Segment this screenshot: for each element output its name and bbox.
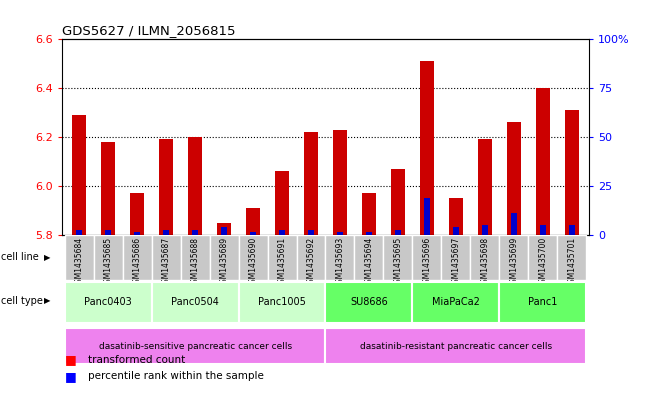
Text: transformed count: transformed count bbox=[88, 354, 185, 365]
Bar bbox=[391, 169, 405, 235]
Bar bbox=[478, 140, 492, 235]
Bar bbox=[192, 230, 198, 235]
Bar bbox=[296, 235, 326, 280]
Text: Panc0403: Panc0403 bbox=[85, 298, 132, 307]
Bar bbox=[511, 213, 517, 235]
Text: GSM1435684: GSM1435684 bbox=[75, 237, 84, 288]
Bar bbox=[101, 142, 115, 235]
Bar bbox=[420, 61, 434, 235]
Bar bbox=[536, 88, 550, 235]
Text: GSM1435697: GSM1435697 bbox=[451, 237, 460, 288]
Text: percentile rank within the sample: percentile rank within the sample bbox=[88, 371, 264, 382]
Bar bbox=[355, 235, 383, 280]
Text: GSM1435694: GSM1435694 bbox=[365, 237, 374, 288]
Text: GSM1435690: GSM1435690 bbox=[249, 237, 258, 288]
Bar bbox=[506, 122, 521, 235]
Text: GSM1435693: GSM1435693 bbox=[335, 237, 344, 288]
Bar bbox=[105, 230, 111, 235]
Bar bbox=[424, 198, 430, 235]
Bar bbox=[564, 110, 579, 235]
Bar bbox=[122, 235, 152, 280]
Bar bbox=[130, 193, 145, 235]
Bar bbox=[134, 232, 140, 235]
Bar bbox=[333, 130, 347, 235]
Text: GSM1435689: GSM1435689 bbox=[219, 237, 229, 288]
Text: Panc0504: Panc0504 bbox=[171, 298, 219, 307]
Bar bbox=[557, 235, 587, 280]
Bar bbox=[94, 235, 122, 280]
Text: GDS5627 / ILMN_2056815: GDS5627 / ILMN_2056815 bbox=[62, 24, 236, 37]
Text: ■: ■ bbox=[65, 370, 77, 383]
Bar bbox=[413, 282, 499, 323]
Text: SU8686: SU8686 bbox=[350, 298, 388, 307]
Bar bbox=[188, 137, 202, 235]
Text: GSM1435696: GSM1435696 bbox=[422, 237, 432, 288]
Bar bbox=[499, 235, 529, 280]
Bar bbox=[152, 282, 238, 323]
Bar bbox=[238, 282, 326, 323]
Text: GSM1435685: GSM1435685 bbox=[104, 237, 113, 288]
Text: GSM1435687: GSM1435687 bbox=[161, 237, 171, 288]
Text: GSM1435695: GSM1435695 bbox=[393, 237, 402, 288]
Bar bbox=[221, 228, 227, 235]
Text: GSM1435699: GSM1435699 bbox=[509, 237, 518, 288]
Bar bbox=[482, 225, 488, 235]
Text: GSM1435691: GSM1435691 bbox=[277, 237, 286, 288]
Bar bbox=[304, 132, 318, 235]
Text: GSM1435692: GSM1435692 bbox=[307, 237, 316, 288]
Text: MiaPaCa2: MiaPaCa2 bbox=[432, 298, 480, 307]
Bar bbox=[569, 225, 575, 235]
Text: cell type: cell type bbox=[1, 296, 43, 306]
Bar bbox=[163, 230, 169, 235]
Bar bbox=[64, 328, 326, 364]
Text: dasatinib-resistant pancreatic cancer cells: dasatinib-resistant pancreatic cancer ce… bbox=[360, 342, 552, 351]
Bar bbox=[246, 208, 260, 235]
Text: dasatinib-sensitive pancreatic cancer cells: dasatinib-sensitive pancreatic cancer ce… bbox=[98, 342, 292, 351]
Bar bbox=[540, 225, 546, 235]
Text: ■: ■ bbox=[65, 353, 77, 366]
Text: Panc1: Panc1 bbox=[528, 298, 557, 307]
Text: GSM1435686: GSM1435686 bbox=[133, 237, 142, 288]
Bar bbox=[159, 140, 173, 235]
Bar bbox=[383, 235, 413, 280]
Bar bbox=[238, 235, 268, 280]
Bar bbox=[64, 282, 152, 323]
Bar bbox=[64, 235, 94, 280]
Bar bbox=[471, 235, 499, 280]
Bar bbox=[362, 193, 376, 235]
Bar bbox=[449, 198, 463, 235]
Text: GSM1435701: GSM1435701 bbox=[567, 237, 576, 288]
Bar bbox=[250, 232, 256, 235]
Text: cell line: cell line bbox=[1, 252, 39, 263]
Bar bbox=[268, 235, 296, 280]
Bar bbox=[180, 235, 210, 280]
Text: ▶: ▶ bbox=[44, 296, 51, 305]
Bar bbox=[413, 235, 441, 280]
Text: GSM1435700: GSM1435700 bbox=[538, 237, 547, 288]
Text: GSM1435688: GSM1435688 bbox=[191, 237, 200, 288]
Bar bbox=[453, 228, 459, 235]
Bar bbox=[529, 235, 557, 280]
Bar bbox=[395, 230, 401, 235]
Bar bbox=[76, 230, 82, 235]
Bar bbox=[366, 232, 372, 235]
Bar bbox=[275, 171, 289, 235]
Bar bbox=[441, 235, 471, 280]
Bar bbox=[337, 232, 343, 235]
Bar bbox=[308, 230, 314, 235]
Bar bbox=[217, 222, 231, 235]
Bar bbox=[210, 235, 238, 280]
Bar bbox=[72, 115, 87, 235]
Text: GSM1435698: GSM1435698 bbox=[480, 237, 490, 288]
Bar bbox=[326, 282, 413, 323]
Text: Panc1005: Panc1005 bbox=[258, 298, 306, 307]
Bar bbox=[326, 235, 355, 280]
Bar bbox=[499, 282, 587, 323]
Bar bbox=[326, 328, 587, 364]
Bar bbox=[152, 235, 180, 280]
Text: ▶: ▶ bbox=[44, 253, 51, 262]
Bar bbox=[279, 230, 285, 235]
